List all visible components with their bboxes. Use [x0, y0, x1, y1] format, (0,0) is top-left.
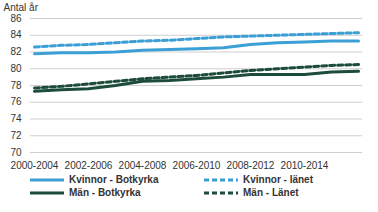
svg-text:80: 80 [10, 63, 22, 74]
svg-text:76: 76 [10, 96, 22, 107]
html-text:Män - Botkyrka: Män - Botkyrka [69, 187, 141, 198]
svg-text:2008-2012: 2008-2012 [227, 160, 275, 171]
svg-text:86: 86 [10, 13, 22, 24]
html-text:Kvinnor - länet: Kvinnor - länet [243, 174, 313, 185]
svg-text:78: 78 [10, 80, 22, 91]
svg-text:2006-2010: 2006-2010 [173, 160, 221, 171]
svg-text:84: 84 [10, 29, 22, 40]
svg-text:70: 70 [10, 147, 22, 158]
svg-text:2004-2008: 2004-2008 [119, 160, 167, 171]
svg-text:2000-2004: 2000-2004 [11, 160, 59, 171]
svg-text:Antal år: Antal år [4, 2, 39, 13]
html-text:Kvinnor - Botkyrka: Kvinnor - Botkyrka [69, 174, 159, 185]
svg-text:74: 74 [10, 113, 22, 124]
svg-text:82: 82 [10, 46, 22, 57]
html-text:Män - Länet: Män - Länet [243, 187, 299, 198]
svg-text:2002-2006: 2002-2006 [65, 160, 113, 171]
svg-text:2010-2014: 2010-2014 [281, 160, 329, 171]
svg-text:72: 72 [10, 130, 22, 141]
